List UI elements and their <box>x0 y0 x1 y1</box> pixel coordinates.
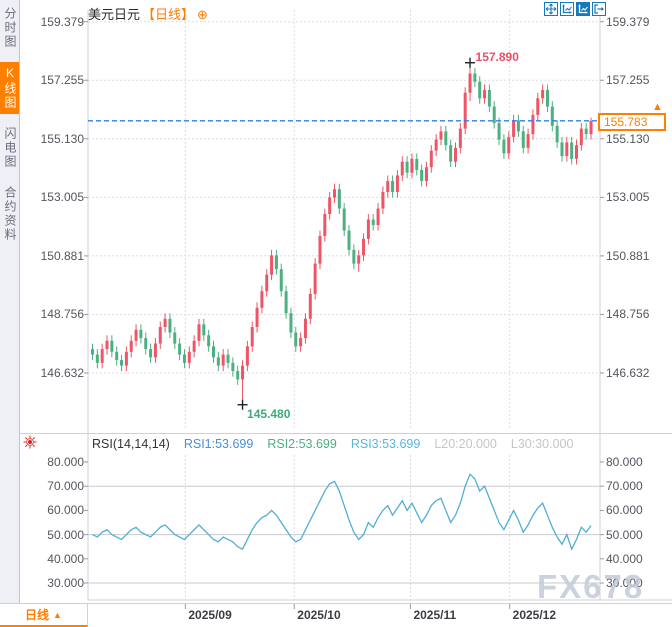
current-price-box[interactable]: 155.783 <box>598 112 666 131</box>
period-selector-label: 日线 <box>25 608 50 622</box>
price-axis-label-left: 155.130 <box>40 131 84 146</box>
rsi-axis-label-right: 80.000 <box>606 455 643 469</box>
low-price-label: 145.480 <box>247 406 291 421</box>
xaxis-label: 2025/11 <box>413 608 457 622</box>
rsi-axis-label-right: 30.000 <box>606 576 643 590</box>
rsi-axis-label-left: 30.000 <box>47 576 84 590</box>
chart-title-row: 美元日元 【日线】 ⊕ <box>88 4 208 23</box>
high-price-label: 157.890 <box>475 49 519 64</box>
rsi-indicator-name[interactable]: RSI(14,14,14) <box>92 437 170 451</box>
exit-fullscreen-icon[interactable] <box>592 2 606 16</box>
period-label: 【日线】 <box>142 7 195 22</box>
indicator-settings-icon[interactable] <box>22 434 38 450</box>
rsi-axis-label-right: 50.000 <box>606 527 643 542</box>
price-axis-label-left: 153.005 <box>40 190 84 205</box>
price-axis-label-left: 159.379 <box>40 14 84 29</box>
xaxis-strip <box>88 603 672 627</box>
move-crosshair-icon[interactable] <box>544 2 558 16</box>
price-axis-label-left: 148.756 <box>40 307 84 322</box>
sidebar-item-tab[interactable]: 合约资料 <box>3 186 17 242</box>
rsi-axis-label-left: 70.000 <box>47 479 84 494</box>
price-axis-label-right: 155.130 <box>606 131 650 146</box>
rsi-axis-label-left: 40.000 <box>47 551 84 566</box>
rsi-legend-entry: RSI2:53.699 <box>267 437 337 451</box>
rsi-line <box>92 472 592 551</box>
rsi-axis-label-left: 60.000 <box>47 503 84 518</box>
period-up-arrow-icon: ▲ <box>53 609 62 620</box>
manual-scale-axis-icon[interactable] <box>576 2 590 16</box>
price-axis-label-right: 159.379 <box>606 14 650 29</box>
price-axis-label-right: 157.255 <box>606 73 650 88</box>
rsi-legend-entries: RSI1:53.699 RSI2:53.699 RSI3:53.699 L20:20.… <box>184 437 588 451</box>
xaxis-label: 2025/10 <box>297 608 341 622</box>
plot-borders <box>84 10 672 609</box>
watermark: FX678 <box>537 568 645 605</box>
current-price-value: 155.783 <box>604 114 648 129</box>
rsi-legend: RSI(14,14,14) RSI1:53.699 RSI2:53.699 RSI3:… <box>92 437 601 451</box>
price-up-arrow-icon: ▲ <box>652 101 663 113</box>
chart-toolbar <box>544 2 606 16</box>
rsi-axis-label-right: 70.000 <box>606 479 643 494</box>
grid-lines <box>88 10 600 600</box>
rsi-legend-entry: L30:30.000 <box>510 437 574 451</box>
period-selector[interactable]: 日线 ▲ <box>0 603 88 627</box>
symbol-title: 美元日元 <box>88 7 141 22</box>
price-axis-label-right: 148.756 <box>606 307 650 322</box>
rsi-legend-entry: L20:20.000 <box>434 437 497 451</box>
rsi-legend-entry: RSI1:53.699 <box>183 437 254 451</box>
price-axis-label-right: 146.632 <box>606 366 650 380</box>
price-axis-label-left: 146.632 <box>40 366 84 380</box>
add-indicator-icon[interactable]: ⊕ <box>197 7 208 22</box>
panel-separator <box>20 433 672 434</box>
xaxis-label: 2025/09 <box>188 608 232 622</box>
auto-scale-axis-icon[interactable] <box>560 2 574 16</box>
price-axis-label-right: 150.881 <box>606 248 650 263</box>
sidebar-item-active[interactable]: K线图 <box>0 62 19 114</box>
rsi-axis-label-left: 50.000 <box>47 527 84 542</box>
rsi-legend-entry: RSI3:53.699 <box>350 437 421 451</box>
rsi-axis-label-right: 60.000 <box>606 503 643 518</box>
price-axis-label-left: 157.255 <box>40 73 84 88</box>
sidebar: 分时图 K线图闪电图合约资料 <box>0 0 20 603</box>
price-axis-label-right: 153.005 <box>606 190 650 205</box>
sidebar-item-tab[interactable]: 闪电图 <box>3 127 17 169</box>
high-low-markers <box>237 57 476 410</box>
rsi-axis-label-right: 40.000 <box>606 551 643 566</box>
xaxis-label: 2025/12 <box>512 608 557 622</box>
price-axis-label-left: 150.881 <box>40 248 84 263</box>
candlestick-series[interactable] <box>91 62 593 405</box>
rsi-axis-label-left: 80.000 <box>47 455 84 469</box>
sidebar-item-tab[interactable]: 分时图 <box>3 7 17 49</box>
